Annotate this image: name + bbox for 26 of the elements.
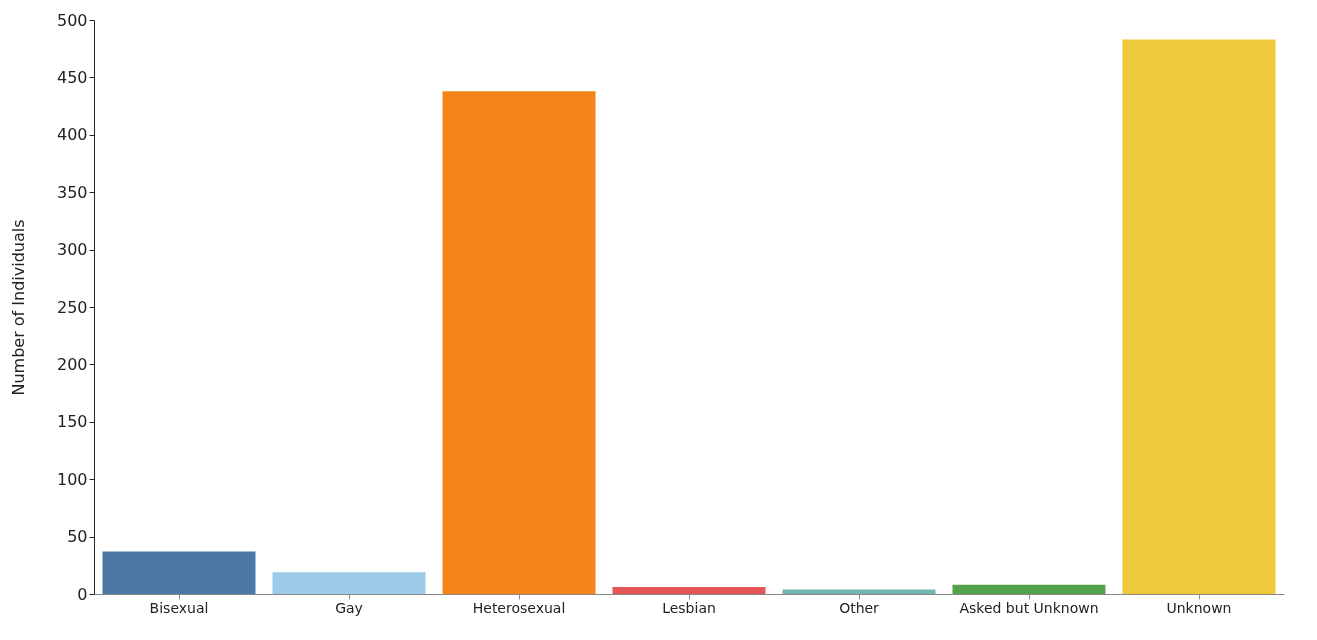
bar (272, 572, 426, 594)
y-tick-label: 400 (56, 125, 88, 145)
y-tick-label: 500 (56, 10, 88, 30)
bar (1122, 39, 1276, 594)
y-tick-label: 350 (56, 182, 88, 202)
x-tick-label: Other (839, 599, 880, 616)
x-tick-label: Bisexual (149, 599, 209, 616)
y-tick-label: 250 (56, 297, 88, 317)
y-axis-title: Number of Individuals (8, 219, 28, 396)
bar (442, 91, 596, 594)
y-tick-label: 450 (56, 67, 88, 87)
x-tick-label: Gay (335, 599, 363, 616)
y-tick-label: 0 (77, 584, 88, 604)
x-tick-label: Heterosexual (472, 599, 566, 616)
x-tick-label: Unknown (1166, 599, 1232, 616)
x-tick-label: Asked but Unknown (959, 599, 1099, 616)
bar (612, 587, 766, 594)
bar (782, 589, 936, 594)
y-tick-label: 50 (67, 527, 88, 547)
y-tick-label: 300 (56, 240, 88, 260)
y-tick-label: 150 (56, 412, 88, 432)
y-tick-label: 200 (56, 354, 88, 374)
y-tick-label: 100 (56, 469, 88, 489)
x-tick-label: Lesbian (662, 599, 716, 616)
bar (102, 551, 256, 594)
bar (952, 584, 1106, 594)
